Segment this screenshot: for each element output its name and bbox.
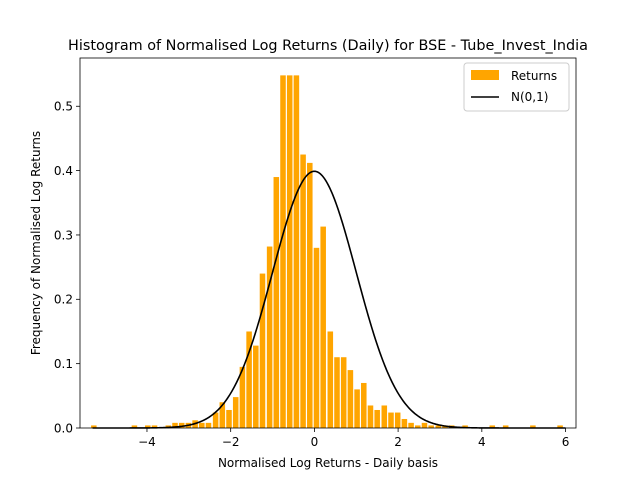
histogram-bar — [239, 366, 246, 428]
histogram-bar — [361, 382, 367, 428]
x-tick-label: 0 — [311, 435, 319, 449]
y-tick-label: 0.4 — [54, 164, 73, 178]
histogram-bar — [435, 425, 442, 428]
x-axis-label: Normalised Log Returns - Daily basis — [218, 456, 438, 470]
histogram-bar — [462, 425, 468, 428]
histogram-bar — [300, 154, 306, 428]
x-tick-label: 4 — [478, 435, 486, 449]
histogram-bar — [199, 422, 205, 428]
histogram-bar — [266, 246, 273, 428]
histogram-bar — [172, 422, 178, 428]
histogram-bar — [502, 425, 509, 428]
y-axis-ticks: 0.0 0.1 0.2 0.3 0.4 0.5 — [54, 100, 80, 435]
histogram-bar — [280, 75, 286, 429]
histogram-bar — [408, 422, 414, 428]
histogram-bar — [178, 422, 185, 428]
plot-frame — [79, 57, 577, 429]
y-tick-label: 0.0 — [54, 421, 73, 435]
histogram-bar — [226, 409, 232, 428]
histogram-bar — [232, 397, 239, 428]
histogram-bar — [286, 75, 293, 429]
histogram-bar — [307, 162, 313, 428]
histogram-bar — [219, 402, 226, 428]
legend: Returns N(0,1) — [463, 62, 570, 112]
histogram-bars — [91, 75, 563, 429]
histogram-bar — [212, 412, 219, 428]
histogram-bar — [320, 226, 326, 428]
histogram-bar — [205, 422, 212, 428]
x-tick-label: −4 — [138, 435, 156, 449]
chart-title: Histogram of Normalised Log Returns (Dai… — [68, 38, 588, 54]
y-tick-label: 0.2 — [54, 293, 73, 307]
histogram-bar — [253, 345, 259, 428]
legend-label-returns: Returns — [511, 69, 557, 83]
histogram-bar — [145, 425, 151, 428]
y-axis-label: Frequency of Normalised Log Returns — [29, 131, 43, 355]
x-tick-label: 6 — [562, 435, 570, 449]
histogram-bar — [340, 357, 347, 428]
histogram-bar — [489, 425, 496, 428]
histogram-bar — [557, 425, 563, 428]
histogram-bar — [259, 273, 266, 428]
histogram-bar — [313, 247, 320, 428]
histogram-bar — [347, 370, 354, 428]
x-tick-label: −2 — [222, 435, 240, 449]
histogram-bar — [374, 409, 380, 428]
histogram-bar — [421, 422, 428, 428]
y-tick-label: 0.5 — [54, 100, 73, 114]
histogram-bar — [273, 177, 280, 428]
histogram-bar — [151, 425, 158, 428]
histogram-bar — [293, 75, 300, 429]
histogram-bar — [530, 425, 536, 428]
y-tick-label: 0.3 — [54, 228, 73, 242]
histogram-bar — [401, 418, 408, 428]
histogram-bar — [415, 425, 421, 428]
histogram-bar — [428, 425, 434, 428]
x-tick-label: 2 — [394, 435, 402, 449]
histogram-bar — [327, 331, 334, 428]
legend-swatch-returns — [471, 70, 499, 80]
histogram-bar — [381, 405, 388, 428]
y-tick-label: 0.1 — [54, 357, 73, 371]
histogram-bar — [367, 405, 374, 428]
histogram-bar — [246, 331, 252, 428]
histogram-bar — [131, 425, 138, 428]
x-axis-ticks: −4 −2 0 2 4 6 — [138, 428, 569, 449]
histogram-bar — [354, 389, 360, 428]
legend-label-normal: N(0,1) — [511, 90, 548, 104]
histogram-bar — [394, 412, 401, 428]
histogram-bar — [91, 425, 97, 428]
histogram-bar — [334, 357, 340, 428]
histogram-bar — [388, 412, 394, 428]
